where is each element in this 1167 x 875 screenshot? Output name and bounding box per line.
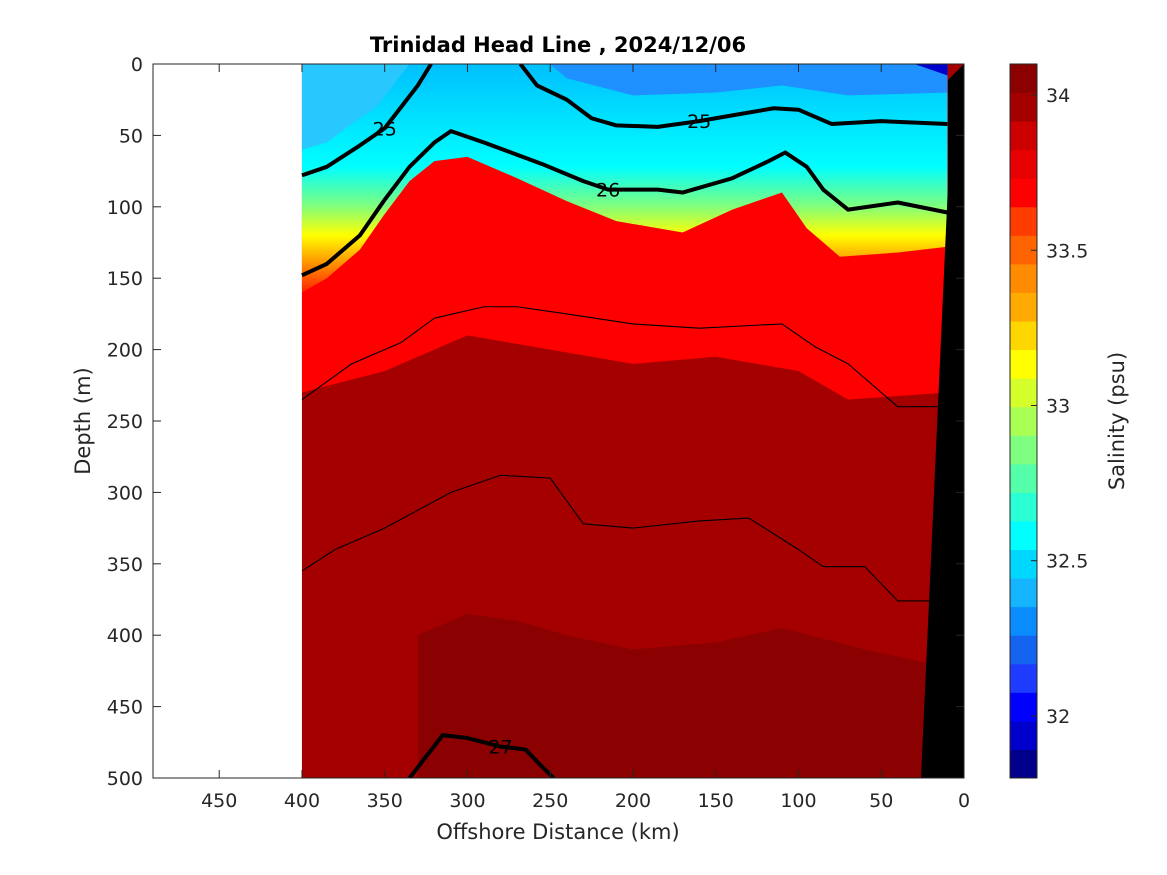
y-tick-label: 100 [107, 197, 143, 219]
y-tick-label: 400 [107, 625, 143, 647]
density-contour-line [407, 733, 555, 778]
x-tick-label: 300 [449, 790, 485, 812]
colorbar-title: Salinity (psu) [1105, 352, 1129, 490]
density-contour-label: 25 [687, 111, 711, 133]
colorbar-tick-label: 33.5 [1046, 240, 1088, 262]
density-contours: 25 25 26 27 [301, 64, 948, 778]
colorbar-swatch [1010, 206, 1037, 236]
density-contour-line [301, 474, 948, 602]
chart-title: Trinidad Head Line , 2024/12/06 [370, 33, 746, 57]
colorbar-swatch [1010, 435, 1037, 465]
x-axis-title: Offshore Distance (km) [436, 820, 679, 844]
y-tick-label: 50 [119, 125, 143, 147]
colorbar-tick-label: 33 [1046, 395, 1070, 417]
colorbar-swatch [1010, 178, 1037, 208]
colorbar-swatch [1010, 149, 1037, 179]
density-contour-line [301, 64, 433, 178]
x-tick-label: 150 [698, 790, 734, 812]
colorbar-swatch [1010, 349, 1037, 379]
colorbar-swatch [1010, 720, 1037, 750]
salinity-field [301, 64, 964, 778]
density-contour-label: 26 [596, 180, 620, 202]
density-contour-line [301, 306, 948, 408]
salinity-thermocline-layer [301, 64, 948, 293]
colorbar-swatch [1010, 378, 1037, 408]
colorbar-tick-label: 32 [1046, 706, 1070, 728]
density-contour-line [518, 64, 948, 129]
y-tick-label: 0 [131, 54, 143, 76]
y-axis: 0 50 100 150 200 250 300 350 400 450 500 [107, 54, 964, 790]
colorbar-swatch [1010, 492, 1037, 522]
colorbar-tick-label: 32.5 [1046, 551, 1088, 573]
x-tick-label: 100 [780, 790, 816, 812]
colorbar-frame [1009, 63, 1038, 779]
x-tick-label: 400 [284, 790, 320, 812]
colorbar-swatch [1010, 463, 1037, 493]
x-axis: 450 400 350 300 250 200 150 100 50 0 [201, 64, 970, 812]
salinity-surface-minimum [914, 64, 948, 76]
colorbar-swatch [1010, 549, 1037, 579]
colorbar-tick-label: 34 [1046, 85, 1070, 107]
colorbar-swatch [1010, 749, 1037, 779]
density-contour-line [301, 129, 948, 278]
y-tick-label: 300 [107, 482, 143, 504]
density-contour-label: 25 [373, 118, 397, 140]
y-tick-label: 250 [107, 411, 143, 433]
x-tick-label: 0 [958, 790, 970, 812]
x-tick-label: 200 [615, 790, 651, 812]
seafloor-bathymetry [921, 64, 964, 778]
colorbar: 32 32.5 33 33.5 34 [1009, 63, 1088, 779]
y-tick-label: 200 [107, 340, 143, 362]
x-tick-label: 450 [201, 790, 237, 812]
colorbar-swatch [1010, 406, 1037, 436]
colorbar-swatch [1010, 635, 1037, 665]
x-tick-label: 250 [532, 790, 568, 812]
y-tick-label: 350 [107, 554, 143, 576]
x-tick-label: 50 [869, 790, 893, 812]
colorbar-swatch [1010, 692, 1037, 722]
colorbar-swatch [1010, 263, 1037, 293]
salinity-deep-maximum [417, 613, 931, 778]
colorbar-swatch [1010, 321, 1037, 351]
y-tick-label: 500 [107, 768, 143, 790]
salinity-surface-patch-west [301, 64, 410, 150]
colorbar-swatch [1010, 292, 1037, 322]
colorbar-swatch [1010, 64, 1037, 94]
salinity-surface-patch-east [550, 64, 948, 96]
colorbar-swatch [1010, 520, 1037, 551]
colorbar-swatch [1010, 121, 1037, 151]
density-contour-label: 27 [488, 737, 512, 759]
colorbar-swatch [1010, 606, 1037, 636]
colorbar-swatch [1010, 663, 1037, 693]
colorbar-swatch [1010, 578, 1037, 608]
x-tick-label: 350 [367, 790, 403, 812]
y-tick-label: 150 [107, 268, 143, 290]
y-tick-label: 450 [107, 697, 143, 719]
y-axis-title: Depth (m) [71, 367, 95, 474]
colorbar-swatch [1010, 92, 1037, 122]
